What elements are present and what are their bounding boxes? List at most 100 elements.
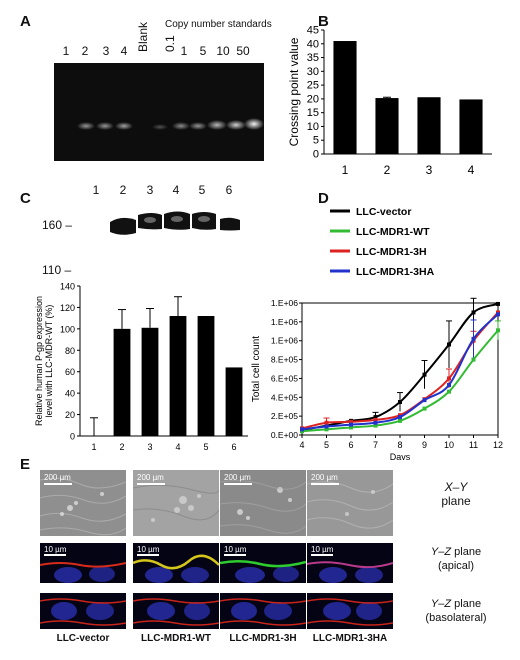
chart-b-ytick-label-4: 20 [307,93,319,105]
chart-c-xtick-label-5: 5 [203,442,208,452]
gel-a-lane-4: 4 [120,44,128,58]
plane-label-apical-axes: Y–Z [430,546,452,558]
chart-c-xtick-label-1: 1 [91,442,96,452]
blot-c-lane-3: 3 [146,183,154,197]
gel-a-lane-3: 3 [102,44,110,58]
micro-xy-vector-scalebar [44,483,72,485]
gel-a-lane-1: 1 [62,44,70,58]
confocal-apical-vector: 10 µm [40,543,126,583]
confocal-apical-3ha: 10 µm [307,543,393,583]
chart-d-ylabel: Total cell count [251,336,262,402]
chart-d-ytick-label-1: 2.E+05 [271,411,298,421]
confocal-apical-3ha-scale: 10 µm [311,545,334,554]
chart-c-bar-4 [169,316,187,436]
chart-d-point-llc-mdr1-wt-5 [324,427,329,432]
group-label-3ha: LLC-MDR1-3HA [312,633,388,644]
blot-c-lane-1: 1 [92,183,100,197]
chart-c-ylabel-line-0: Relative human P-gp expression [34,296,44,426]
gel-a-image [54,63,264,161]
chart-c-xtick-label-6: 6 [231,442,236,452]
chart-d-xtick-label-7: 11 [469,440,478,450]
chart-d-legend-label-llc-mdr1-wt: LLC-MDR1-WT [356,226,430,238]
micro-xy-vector: 200 µm [40,470,126,536]
chart-d-ytick-label-3: 6.E+05 [271,373,298,383]
chart-d-legend-label-llc-mdr1-3ha: LLC-MDR1-3HA [356,266,435,278]
gel-a-band-blank [152,124,168,130]
chart-c: 0 20 40 60 80 100 120 140 1 2 3 4 5 6 Relative human P… [34,282,248,452]
panel-e-letter: E [20,456,31,473]
gel-a-band-2 [77,122,95,130]
blot-c-image [110,211,240,235]
chart-b-xtick-label-2: 2 [384,163,391,177]
chart-d-point-llc-mdr1-3ha-5 [324,424,329,429]
blot-c-mw-110: 110 – [42,263,72,277]
chart-b-xtick-label-1: 1 [342,163,349,177]
chart-d-point-llc-mdr1-wt-8 [398,418,402,423]
chart-c-ylabel: Relative human P-gp expressionlevel with… [34,296,54,426]
chart-d-line-llc-mdr1-3ha [301,313,499,431]
chart-c-ytick-label-0: 0 [70,432,75,442]
chart-d-point-llc-mdr1-wt-9 [422,406,427,411]
chart-d-point-llc-mdr1-3ha-10 [447,383,451,388]
blot-c-lane-4: 4 [172,183,180,197]
blot-c-band-3 [138,213,162,230]
chart-d-xlabel: Days [390,452,411,460]
panel-c-letter: C [20,190,31,207]
chart-d-point-llc-mdr1-3ha-9 [422,398,427,403]
blot-c-lane-6: 6 [225,183,233,197]
chart-d-point-llc-vector-12 [496,301,500,306]
group-label-3h: LLC-MDR1-3H [229,633,297,644]
blot-c-mw-160: 160 – [42,218,73,232]
chart-c-ytick-label-2: 40 [65,389,75,399]
micro-xy-3h-scale: 200 µm [224,473,251,482]
chart-d-ytick-label-4: 8.E+05 [271,355,298,365]
blot-c-band-2 [110,217,136,235]
confocal-apical-wt-scale: 10 µm [137,545,160,554]
confocal-baso-3ha [307,593,393,629]
plane-label-baso-axes: Y–Z [430,598,452,610]
micro-xy-3ha: 200 µm [307,470,393,536]
chart-d-xtick-label-8: 12 [493,440,503,450]
chart-b-ytick-label-9: 45 [307,25,319,37]
confocal-apical-3ha-scalebar [311,554,333,556]
confocal-apical-wt-scalebar [137,554,159,556]
chart-b-ytick-label-1: 5 [313,135,319,147]
chart-b-ytick-label-5: 25 [307,80,319,92]
chart-d-ytick-label-7: 1.E+06 [271,298,298,308]
chart-b-bar-1 [333,41,357,154]
plane-label-baso-text: plane [454,598,482,610]
chart-c-ytick-label-5: 100 [60,324,75,334]
plane-label-apical-sub: (apical) [437,560,475,572]
chart-d-point-llc-mdr1-wt-7 [373,423,378,428]
panel-b-letter: B [318,13,329,30]
chart-c-xtick-label-3: 3 [147,442,152,452]
chart-d-point-llc-mdr1-3ha-8 [398,415,402,420]
chart-c-ytick-label-4: 80 [65,346,75,356]
blot-c-lane-2: 2 [119,183,127,197]
chart-d-point-llc-mdr1-3h-6 [349,419,353,424]
gel-a-band-3 [96,122,114,130]
gel-a-band-std-50 [244,118,264,130]
chart-d-point-llc-mdr1-3ha-7 [373,420,378,425]
chart-d-point-llc-mdr1-3ha-12 [496,312,500,317]
gel-a-std-10: 10 [216,44,230,58]
panel-a-letter: A [20,13,31,30]
chart-b-ytick-label-6: 30 [307,66,319,78]
chart-d-xtick-label-2: 6 [348,440,353,450]
confocal-apical-3h-scalebar [224,554,246,556]
gel-a-standards-label: Copy number standards [165,19,272,30]
chart-d-legend-label-llc-vector: LLC-vector [356,206,411,218]
blot-c-lane-5: 5 [198,183,206,197]
chart-d-xtick-label-0: 4 [299,440,304,450]
gel-a-std-1: 1 [180,44,188,58]
micro-xy-wt: 200 µm [133,470,219,536]
chart-d-point-llc-mdr1-wt-11 [471,357,476,362]
chart-d-ytick-label-2: 4.E+05 [271,392,298,402]
chart-c-ytick-label-6: 120 [60,303,75,313]
plane-label-xy-axes: X–Y [444,480,468,494]
blot-c-band-4 [164,211,190,230]
chart-d-xtick-label-6: 10 [444,440,454,450]
plane-label-xy-text: plane [441,494,471,508]
gel-a-bands [77,118,264,130]
chart-c-ytick-label-1: 20 [65,410,75,420]
